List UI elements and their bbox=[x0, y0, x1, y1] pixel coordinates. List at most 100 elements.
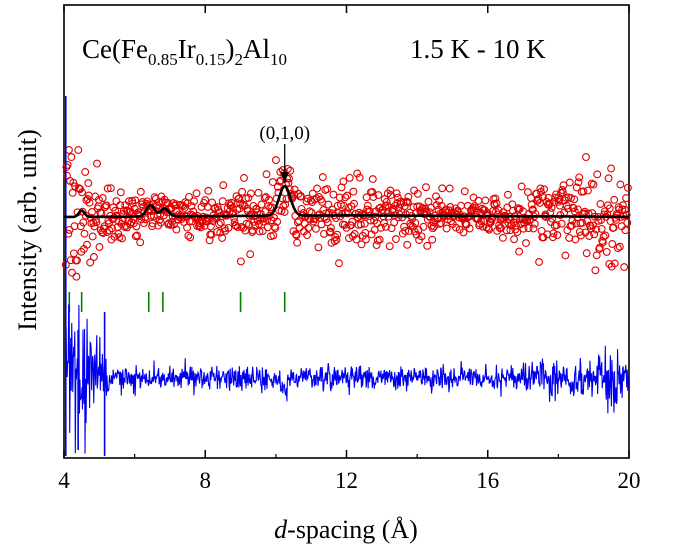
observed-point bbox=[507, 220, 515, 229]
observed-point bbox=[607, 164, 616, 173]
observed-point bbox=[296, 192, 305, 201]
observed-point bbox=[311, 224, 320, 233]
observed-point bbox=[80, 229, 89, 238]
observed-point bbox=[244, 193, 253, 202]
observed-point bbox=[574, 178, 583, 187]
observed-point bbox=[557, 219, 566, 228]
observed-point bbox=[423, 241, 432, 250]
observed-point bbox=[105, 226, 114, 235]
observed-point bbox=[376, 203, 385, 212]
observed-point bbox=[280, 208, 289, 216]
observed-point bbox=[83, 195, 92, 203]
observed-point bbox=[508, 206, 517, 215]
observed-point bbox=[335, 259, 343, 268]
observed-point bbox=[187, 201, 196, 210]
formula-text: Ce(Fe bbox=[82, 34, 148, 64]
observed-point bbox=[498, 213, 507, 222]
observed-point bbox=[615, 242, 624, 251]
observed-point bbox=[498, 233, 507, 242]
observed-point bbox=[326, 227, 335, 236]
observed-point bbox=[343, 209, 352, 218]
observed-point bbox=[263, 223, 272, 232]
observed-point bbox=[251, 221, 260, 230]
observed-point bbox=[340, 201, 348, 210]
observed-point bbox=[195, 222, 204, 230]
observed-point bbox=[259, 217, 268, 226]
observed-point bbox=[108, 224, 116, 233]
difference-curve bbox=[65, 304, 629, 454]
observed-point bbox=[213, 203, 222, 212]
observed-point bbox=[186, 233, 195, 242]
observed-point bbox=[347, 202, 356, 211]
observed-point bbox=[238, 187, 247, 196]
observed-point bbox=[374, 191, 383, 200]
observed-point bbox=[469, 193, 478, 202]
observed-point bbox=[571, 235, 580, 244]
x-tick-label: 12 bbox=[335, 468, 358, 493]
observed-point bbox=[589, 180, 598, 189]
observed-point bbox=[273, 182, 282, 191]
observed-point bbox=[92, 218, 101, 227]
observed-point bbox=[293, 238, 302, 247]
observed-point bbox=[197, 202, 206, 211]
observed-point bbox=[271, 156, 280, 165]
observed-point bbox=[438, 184, 447, 193]
observed-point bbox=[88, 232, 97, 241]
observed-point bbox=[350, 199, 358, 208]
observed-point bbox=[457, 201, 465, 210]
observed-point bbox=[420, 210, 429, 219]
observed-point bbox=[246, 250, 255, 259]
observed-point bbox=[255, 227, 264, 236]
observed-point bbox=[422, 183, 430, 192]
observed-point bbox=[112, 197, 121, 206]
observed-point bbox=[610, 195, 619, 204]
x-tick-label: 20 bbox=[618, 468, 641, 493]
observed-point bbox=[141, 215, 150, 224]
observed-point bbox=[582, 153, 590, 162]
observed-point bbox=[587, 179, 596, 188]
observed-point bbox=[585, 232, 594, 240]
observed-point bbox=[279, 202, 288, 210]
peak-annotation-arrow-head bbox=[280, 172, 289, 184]
observed-point bbox=[297, 204, 306, 213]
x-tick-label: 16 bbox=[476, 468, 499, 493]
observed-point bbox=[273, 217, 282, 226]
bragg-tick-series bbox=[68, 292, 286, 312]
temperature-label: 1.5 K - 10 K bbox=[410, 34, 546, 64]
observed-point bbox=[133, 231, 142, 240]
observed-point bbox=[236, 257, 245, 266]
observed-point bbox=[403, 240, 412, 249]
observed-point bbox=[446, 203, 455, 211]
observed-point bbox=[79, 218, 88, 227]
observed-point bbox=[572, 183, 581, 192]
observed-point bbox=[264, 201, 273, 210]
observed-point bbox=[597, 224, 606, 233]
observed-point bbox=[452, 223, 460, 232]
observed-point bbox=[518, 207, 527, 216]
observed-series bbox=[61, 146, 632, 281]
observed-point bbox=[213, 227, 222, 236]
observed-point bbox=[621, 226, 630, 235]
observed-point bbox=[609, 223, 618, 232]
observed-point bbox=[562, 193, 570, 202]
observed-point bbox=[545, 199, 554, 208]
formula-text: Ir bbox=[178, 34, 196, 64]
observed-point bbox=[524, 224, 533, 233]
observed-point bbox=[513, 228, 522, 237]
observed-point bbox=[224, 223, 233, 232]
observed-point bbox=[442, 224, 451, 233]
observed-point bbox=[593, 170, 602, 179]
observed-point bbox=[250, 217, 258, 226]
observed-point bbox=[530, 219, 539, 228]
observed-point bbox=[549, 229, 558, 238]
observed-point bbox=[366, 216, 375, 225]
observed-point bbox=[88, 208, 96, 216]
observed-point bbox=[353, 169, 362, 178]
observed-point bbox=[69, 249, 78, 258]
observed-point bbox=[240, 174, 248, 182]
observed-point bbox=[383, 201, 392, 210]
observed-point bbox=[419, 222, 428, 231]
observed-point bbox=[211, 213, 220, 222]
observed-point bbox=[349, 187, 358, 196]
